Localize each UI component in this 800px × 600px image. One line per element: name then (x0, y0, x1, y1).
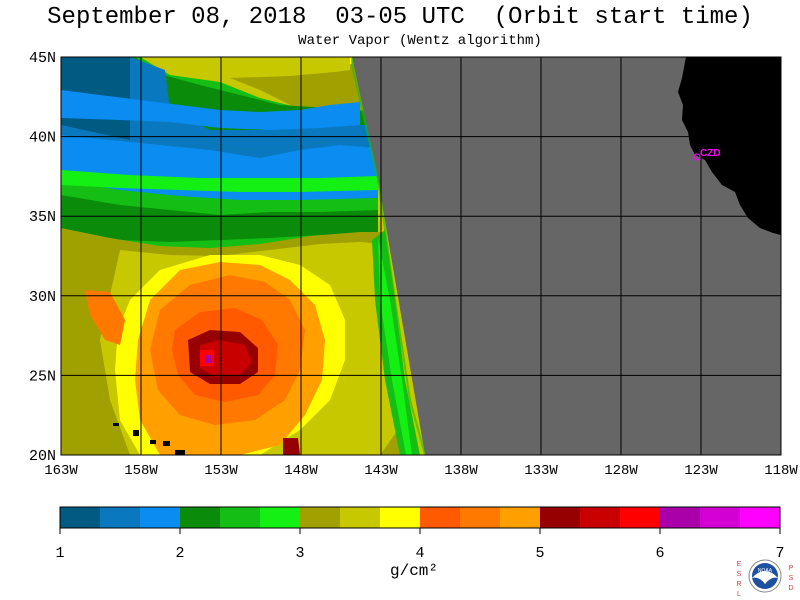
colorbar-tick-label: 5 (535, 545, 544, 562)
water-vapor-swath (61, 57, 426, 455)
colorbar-swatch (500, 507, 541, 528)
colorbar-tick-label: 6 (655, 545, 664, 562)
latitude-label: 45N (29, 50, 56, 67)
colorbar-swatch (460, 507, 501, 528)
map-title: September 08, 2018 03-05 UTC (Orbit star… (47, 4, 753, 31)
psd-letters: PSD (788, 565, 793, 592)
longitude-label: 148W (284, 463, 318, 479)
latitude-label: 30N (29, 289, 56, 306)
logo-letter: E (737, 561, 742, 568)
noaa-logo-text: NOAA (758, 568, 773, 574)
station-label: CZD (700, 148, 721, 159)
colorbar-swatch (340, 507, 381, 528)
logo-letter: S (789, 575, 794, 582)
colorbar-swatch (60, 507, 101, 528)
colorbar-swatch (420, 507, 461, 528)
colorbar-tick-labels: 1 2 3 4 5 6 7 (55, 528, 785, 562)
longitude-label: 138W (444, 463, 478, 479)
colorbar-swatch (660, 507, 701, 528)
logo-letter: D (788, 585, 793, 592)
colorbar-swatch (580, 507, 621, 528)
latitude-label: 25N (29, 368, 56, 385)
colorbar-swatch (260, 507, 301, 528)
latitude-labels: 45N 40N 35N 30N 25N 20N (29, 50, 56, 465)
latitude-label: 40N (29, 130, 56, 147)
hawaiian-islands (113, 423, 185, 455)
logo-letter: L (737, 591, 741, 598)
longitude-label: 133W (524, 463, 558, 479)
colorbar-tick-label: 1 (55, 545, 64, 562)
colorbar-tick-label: 4 (415, 545, 424, 562)
longitude-label: 158W (124, 463, 158, 479)
map-frame (60, 56, 782, 456)
map-subtitle: Water Vapor (Wentz algorithm) (298, 33, 542, 49)
latitude-label: 35N (29, 209, 56, 226)
colorbar-swatch (540, 507, 581, 528)
colorbar (59, 506, 781, 529)
colorbar-tick-label: 3 (295, 545, 304, 562)
logo-letter: R (736, 581, 741, 588)
map-graticule (61, 57, 781, 455)
colorbar-swatch (620, 507, 661, 528)
logo-letter: S (737, 571, 742, 578)
north-america-land (678, 57, 781, 235)
colorbar-tick-label: 7 (775, 545, 784, 562)
colorbar-swatch (380, 507, 421, 528)
colorbar-swatch (180, 507, 221, 528)
station-marker: CZD (693, 148, 721, 161)
colorbar-unit-label: g/cm² (390, 562, 439, 580)
colorbar-swatch (100, 507, 141, 528)
colorbar-swatch (140, 507, 181, 528)
longitude-label: 123W (684, 463, 718, 479)
colorbar-swatch (740, 507, 781, 528)
colorbar-tick-label: 2 (175, 545, 184, 562)
longitude-label: 128W (604, 463, 638, 479)
longitude-label: 153W (204, 463, 238, 479)
longitude-labels: 163W 158W 153W 148W 143W 138W 133W 128W 123W 118W (44, 463, 798, 479)
longitude-label: 118W (764, 463, 798, 479)
latitude-label: 20N (29, 448, 56, 465)
colorbar-swatch (300, 507, 341, 528)
longitude-label: 163W (44, 463, 78, 479)
colorbar-swatch (700, 507, 741, 528)
colorbar-swatch (220, 507, 261, 528)
longitude-label: 143W (364, 463, 398, 479)
logo-letter: P (789, 565, 794, 572)
